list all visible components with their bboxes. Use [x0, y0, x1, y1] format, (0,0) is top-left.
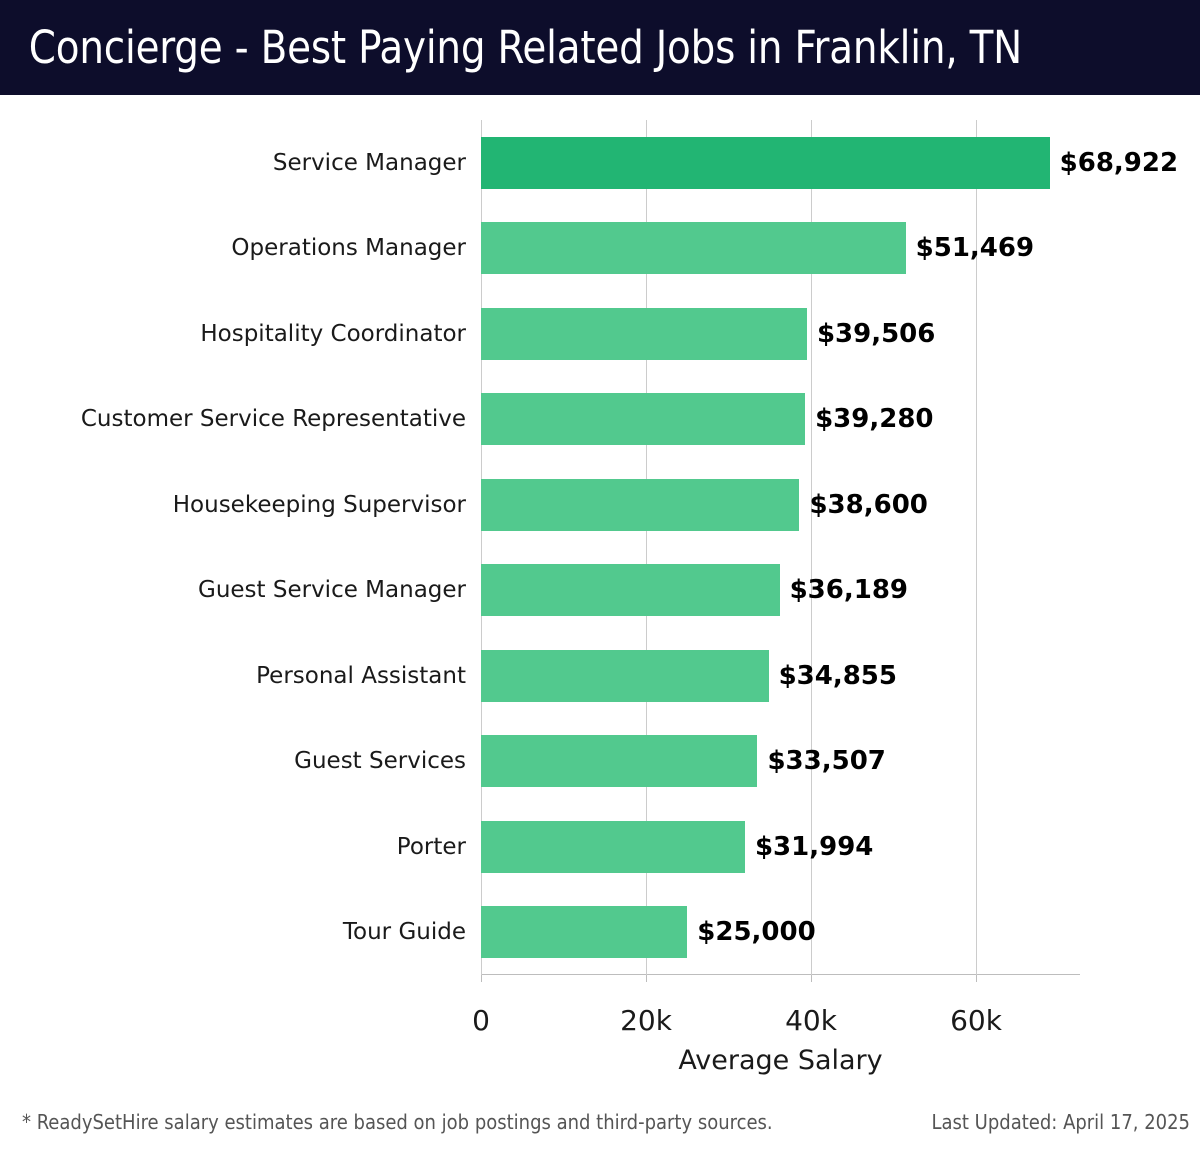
x-axis-tick-label: 60k — [950, 1004, 1002, 1037]
bar-row: $39,506 Hospitality Coordinator — [200, 307, 1080, 360]
bar[interactable] — [481, 307, 807, 360]
x-axis-tick-label: 20k — [620, 1004, 672, 1037]
chart-header-bar: Concierge - Best Paying Related Jobs in … — [0, 0, 1200, 95]
bar-value-label: $36,189 — [789, 575, 908, 606]
gridline — [976, 120, 978, 975]
bar-row: $38,600 Housekeeping Supervisor — [173, 478, 1080, 531]
bar-value-label: $33,507 — [767, 746, 886, 777]
category-label-holder: Service Manager — [0, 137, 466, 189]
category-label: Customer Service Representative — [80, 406, 466, 433]
bar[interactable] — [481, 478, 800, 531]
category-label-holder: Guest Service Manager — [0, 564, 466, 616]
bar-row: $31,994 Porter — [397, 820, 1080, 873]
bar-value-label: $39,280 — [815, 404, 934, 435]
chart-footer: * ReadySetHire salary estimates are base… — [0, 1098, 1200, 1158]
category-label-holder: Guest Services — [0, 735, 466, 787]
x-axis-tick — [646, 975, 647, 982]
category-label: Personal Assistant — [256, 662, 466, 689]
bar[interactable] — [481, 906, 688, 959]
category-label: Tour Guide — [342, 919, 466, 946]
gridline — [481, 120, 482, 975]
bar[interactable] — [481, 649, 769, 702]
x-axis-title: Average Salary — [678, 1045, 883, 1076]
x-axis-tick — [811, 975, 813, 982]
x-axis-tick-label: 40k — [785, 1004, 837, 1037]
chart-region: 0 20k 40k 60k $68,922 Service Manager $51,469 O… — [0, 95, 1200, 1085]
category-label: Operations Manager — [231, 235, 466, 262]
x-axis-tick — [481, 975, 482, 982]
x-axis-tick-label: 0 — [472, 1004, 490, 1037]
bar-value-label: $51,469 — [915, 233, 1035, 264]
page-title: Concierge - Best Paying Related Jobs in … — [28, 21, 1023, 74]
bar-value-label: $34,855 — [778, 660, 897, 691]
bar[interactable] — [481, 564, 780, 617]
category-label: Guest Services — [294, 748, 466, 775]
bar-value-label: $31,994 — [754, 831, 874, 862]
bar-row: $68,922 Service Manager — [273, 136, 1178, 189]
bar-value-label: $25,000 — [697, 917, 816, 948]
footer-last-updated: Last Updated: April 17, 2025 — [931, 1110, 1191, 1134]
bar[interactable] — [481, 820, 745, 873]
bar-row: $25,000 Tour Guide — [343, 906, 1080, 959]
bar[interactable] — [481, 735, 758, 788]
x-axis-line — [481, 974, 1080, 975]
bar-row: $34,855 Personal Assistant — [256, 649, 1080, 702]
bar[interactable] — [481, 222, 906, 275]
bar-row: $51,469 Operations Manager — [231, 222, 1080, 275]
bar-value-label: $38,600 — [809, 489, 928, 520]
bar-row: $39,280 Customer Service Representative — [81, 393, 1080, 446]
category-label: Guest Service Manager — [198, 577, 466, 604]
gridline — [646, 120, 647, 975]
plot-area: 0 20k 40k 60k $68,922 Service Manager $51,469 O… — [81, 120, 1178, 1037]
category-label-holder: Hospitality Coordinator — [0, 308, 466, 360]
category-label-holder: Operations Manager — [0, 222, 466, 274]
bar-value-label: $39,506 — [816, 318, 936, 349]
x-axis-tick — [976, 975, 978, 982]
category-label: Porter — [396, 833, 466, 860]
category-label-holder: Customer Service Representative — [0, 393, 466, 445]
category-label: Service Manager — [272, 149, 466, 176]
bar-row: $33,507 Guest Services — [294, 735, 1080, 788]
bar[interactable] — [481, 136, 1050, 189]
footer-disclaimer: * ReadySetHire salary estimates are base… — [22, 1110, 773, 1134]
bar-row: $36,189 Guest Service Manager — [198, 564, 1080, 617]
bar[interactable] — [481, 393, 806, 446]
category-label-holder: Personal Assistant — [0, 650, 466, 702]
category-label: Hospitality Coordinator — [200, 320, 466, 347]
gridline — [811, 120, 813, 975]
category-label: Housekeeping Supervisor — [172, 491, 466, 518]
category-label-holder: Tour Guide — [0, 906, 466, 958]
category-label-holder: Housekeeping Supervisor — [0, 479, 466, 531]
bar-value-label: $68,922 — [1059, 147, 1179, 178]
category-label-holder: Porter — [0, 821, 466, 873]
